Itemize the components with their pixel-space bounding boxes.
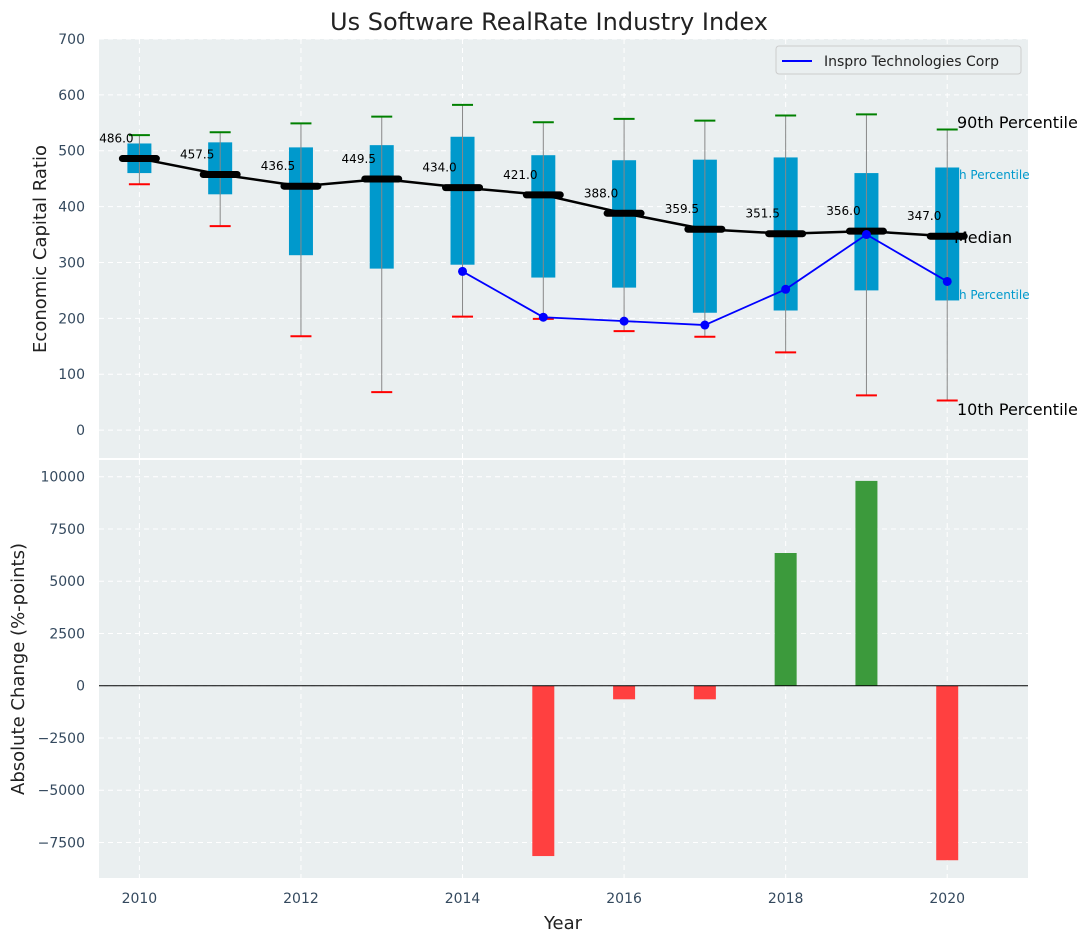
legend-label: Inspro Technologies Corp <box>824 54 999 70</box>
change-bar <box>855 480 878 686</box>
median-value-label: 359.5 <box>665 202 699 216</box>
p75-annotation: 75th Percentile <box>939 168 1030 182</box>
bottom-y-tick-label: 0 <box>76 679 85 695</box>
top-y-tick-label: 100 <box>58 367 85 383</box>
x-tick-label: 2018 <box>768 891 804 907</box>
change-bar <box>532 685 555 857</box>
bottom-y-tick-label: −7500 <box>38 835 85 851</box>
bottom-plot-area <box>99 460 1028 878</box>
bottom-y-tick-label: −2500 <box>38 731 85 747</box>
median-value-label: 347.0 <box>907 209 941 223</box>
top-y-tick-label: 500 <box>58 144 85 160</box>
bottom-y-tick-label: −5000 <box>38 783 85 799</box>
change-bar <box>936 685 959 861</box>
top-y-tick-label: 600 <box>58 88 85 104</box>
bottom-y-tick-label: 10000 <box>40 470 85 486</box>
top-y-tick-label: 200 <box>58 311 85 327</box>
top-y-ticks: 0 100 200 300 400 500 600 700 <box>58 32 85 439</box>
top-y-tick-label: 0 <box>76 423 85 439</box>
top-y-axis-label: Economic Capital Ratio <box>30 145 51 353</box>
company-point <box>458 266 468 276</box>
x-tick-label: 2014 <box>445 891 481 907</box>
x-ticks: 2010 2012 2014 2016 2018 2020 <box>122 891 965 907</box>
x-tick-label: 2020 <box>929 891 965 907</box>
x-tick-label: 2012 <box>283 891 319 907</box>
top-y-tick-label: 700 <box>58 32 85 48</box>
x-tick-label: 2016 <box>606 891 642 907</box>
bottom-y-tick-label: 7500 <box>49 522 85 538</box>
x-tick-label: 2010 <box>122 891 158 907</box>
p90-annotation: 90th Percentile <box>957 113 1078 132</box>
company-point <box>619 316 629 326</box>
company-point <box>538 312 548 322</box>
top-y-tick-label: 400 <box>58 200 85 216</box>
change-bar <box>774 553 797 686</box>
top-plot-area <box>99 39 1028 458</box>
x-axis-label: Year <box>543 913 583 934</box>
p25-annotation: 25th Percentile <box>939 288 1030 302</box>
median-value-label: 457.5 <box>180 147 214 161</box>
median-annotation: Median <box>954 228 1012 247</box>
bottom-y-tick-label: 5000 <box>49 574 85 590</box>
company-point <box>861 230 871 240</box>
median-value-label: 388.0 <box>584 186 618 200</box>
trend-lines <box>118 155 968 330</box>
median-value-label: 434.0 <box>422 161 456 175</box>
median-value-label: 421.0 <box>503 168 537 182</box>
company-point <box>700 320 710 330</box>
change-bars <box>532 480 959 861</box>
bottom-y-ticks: −7500 −5000 −2500 0 2500 5000 7500 10000 <box>38 470 85 852</box>
median-value-label: 356.0 <box>826 204 860 218</box>
box-plots <box>127 103 960 402</box>
median-labels: 486.0 457.5 436.5 449.5 434.0 421.0 388.0 359.5… <box>99 132 941 224</box>
median-value-label: 449.5 <box>342 152 376 166</box>
company-point <box>942 276 952 286</box>
bottom-y-tick-label: 2500 <box>49 626 85 642</box>
change-bar <box>613 685 636 700</box>
legend: Inspro Technologies Corp <box>775 45 1022 75</box>
company-point <box>781 284 791 294</box>
bottom-y-axis-label: Absolute Change (%-points) <box>8 543 29 795</box>
chart-title: Us Software RealRate Industry Index <box>330 8 768 36</box>
median-value-label: 486.0 <box>99 132 133 146</box>
median-value-label: 351.5 <box>745 207 779 221</box>
legend-frame <box>775 45 1022 75</box>
p10-annotation: 10th Percentile <box>957 400 1078 419</box>
median-value-label: 436.5 <box>261 159 295 173</box>
top-y-tick-label: 300 <box>58 255 85 271</box>
change-bar <box>693 685 716 700</box>
